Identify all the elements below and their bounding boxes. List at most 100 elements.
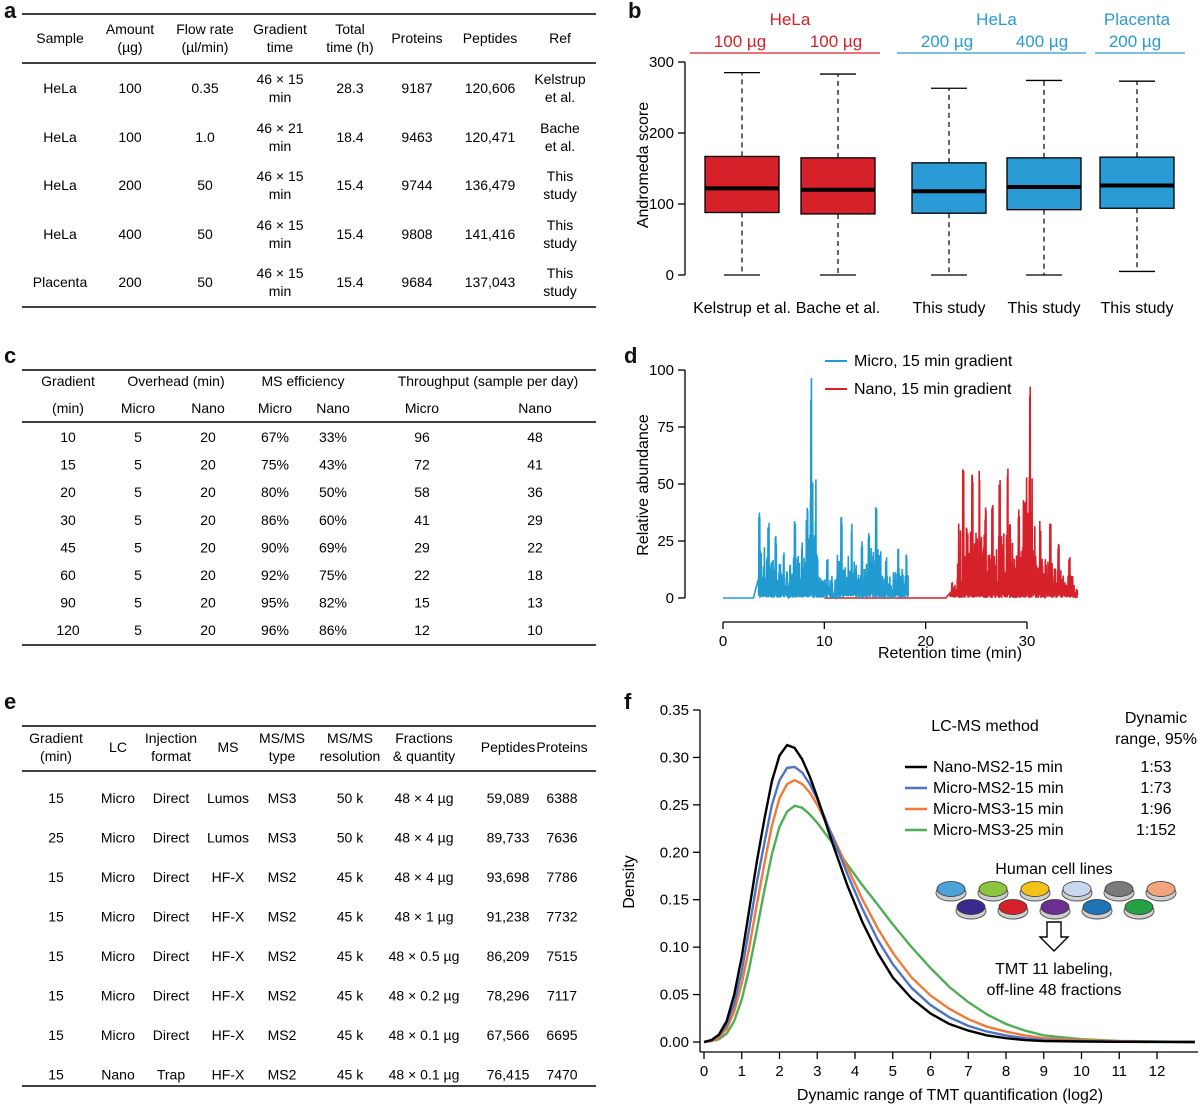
chart-d-x-tick-label: 0 bbox=[719, 633, 727, 650]
table-e-cell: 48 × 4 µg bbox=[394, 790, 453, 806]
cell-dish-icon bbox=[1082, 899, 1112, 915]
panel-label-f: f bbox=[624, 689, 632, 714]
chart-d-y-label: Relative abundance bbox=[635, 414, 652, 556]
table-a-header-cell: Total bbox=[335, 21, 365, 37]
table-c-cell: 13 bbox=[527, 595, 543, 611]
table-c-cell: 20 bbox=[200, 567, 216, 583]
table-e-header-cell: (min) bbox=[40, 748, 72, 764]
table-e-cell: 25 bbox=[48, 829, 64, 845]
chart-f-y-tick-label: 0.30 bbox=[660, 749, 689, 766]
table-a-cell: 200 bbox=[118, 177, 142, 193]
table-a-cell: 200 bbox=[118, 274, 142, 290]
table-e-cell: 15 bbox=[48, 1066, 64, 1082]
table-e-cell: Micro bbox=[101, 869, 135, 885]
chart-b-category-label: This study bbox=[1101, 300, 1174, 317]
table-a-cell: study bbox=[543, 186, 576, 202]
table-c-cell: 86% bbox=[319, 622, 347, 638]
chart-d-legend-label: Nano, 15 min gradient bbox=[854, 381, 1012, 398]
table-a-cell: min bbox=[269, 138, 292, 154]
chart-f-y-tick-label: 0.35 bbox=[660, 702, 689, 719]
chart-d-y-tick-label: 50 bbox=[657, 476, 674, 493]
table-e-header-cell: format bbox=[151, 748, 191, 764]
table-e: Gradient (min) LC Injection format MS MS/MS typ… bbox=[22, 725, 596, 1087]
table-e-cell: 48 × 1 µg bbox=[394, 908, 453, 924]
table-c-cell: 5 bbox=[134, 567, 142, 583]
table-e-cell: Trap bbox=[157, 1066, 185, 1082]
table-a-cell: 100 bbox=[118, 129, 142, 145]
table-c-cell: 29 bbox=[414, 539, 430, 555]
table-c-subheader-cell: Micro bbox=[258, 400, 292, 416]
panel-label-e: e bbox=[4, 689, 17, 714]
chart-f-labeling-text: off-line 48 fractions bbox=[987, 982, 1122, 999]
table-c-cell: 86% bbox=[261, 512, 289, 528]
table-c-cell: 5 bbox=[134, 595, 142, 611]
chart-b-y-axis: 0 100 200 300 bbox=[649, 54, 686, 284]
table-e-cell: 89,733 bbox=[487, 829, 530, 845]
table-e-cell: 15 bbox=[48, 869, 64, 885]
cell-dish-icon bbox=[1146, 881, 1176, 897]
table-e-header-cell: & quantity bbox=[393, 748, 455, 764]
table-a-cell: 400 bbox=[118, 226, 142, 242]
chart-f-x-tick-label: 8 bbox=[1002, 1063, 1010, 1080]
table-c-cell: 90 bbox=[60, 595, 76, 611]
table-e-cell: Micro bbox=[101, 987, 135, 1003]
table-e-cell: HF-X bbox=[212, 908, 245, 924]
table-c-cell: 75% bbox=[319, 567, 347, 583]
table-c-subheader-cell: Nano bbox=[316, 400, 350, 416]
chart-f-range-title: Dynamic bbox=[1125, 710, 1187, 727]
table-a-cell: et al. bbox=[545, 138, 575, 154]
chart-f-legend-range: 1:73 bbox=[1140, 780, 1171, 797]
table-a-cell: Bache bbox=[540, 120, 580, 136]
table-e-cell: 50 k bbox=[337, 790, 364, 806]
chart-b-amount-label: 100 µg bbox=[810, 32, 862, 51]
table-e-header-cell: LC bbox=[109, 739, 127, 755]
table-e-cell: Nano bbox=[101, 1066, 135, 1082]
table-e-cell: HF-X bbox=[212, 869, 245, 885]
chart-d-legend-label: Micro, 15 min gradient bbox=[854, 353, 1013, 370]
table-c-cell: 41 bbox=[527, 457, 543, 473]
chart-d-x-tick-label: 30 bbox=[1019, 633, 1036, 650]
panel-label-d: d bbox=[624, 343, 638, 368]
table-a-cell: HeLa bbox=[43, 177, 77, 193]
table-e-cell: MS3 bbox=[268, 829, 297, 845]
chart-d-x-tick-label: 10 bbox=[816, 633, 833, 650]
table-e-header-cell: Proteins bbox=[536, 739, 587, 755]
chart-b-boxes bbox=[704, 72, 1175, 276]
table-e-cell: 15 bbox=[48, 790, 64, 806]
table-c-cell: 33% bbox=[319, 429, 347, 445]
table-a-cell: 50 bbox=[197, 274, 213, 290]
table-e-cell: HF-X bbox=[212, 1066, 245, 1082]
table-c-cell: 20 bbox=[200, 595, 216, 611]
chart-b-box bbox=[1006, 157, 1082, 211]
chart-f-x-tick-label: 7 bbox=[964, 1063, 972, 1080]
table-a-cell: min bbox=[269, 89, 292, 105]
table-c-subheader-cell: Micro bbox=[121, 400, 155, 416]
table-c-header: Gradient Overhead (min) MS efficiency Throu… bbox=[41, 373, 578, 416]
table-c-cell: 22 bbox=[527, 539, 543, 555]
chart-d-lines bbox=[723, 377, 1079, 601]
table-e-cell: Lumos bbox=[207, 829, 249, 845]
table-e-cell: Lumos bbox=[207, 790, 249, 806]
chart-f-x-tick-label: 9 bbox=[1040, 1063, 1048, 1080]
chart-b-category-label: This study bbox=[1008, 300, 1081, 317]
table-e-cell: 45 k bbox=[337, 908, 364, 924]
table-e-cell: 6388 bbox=[546, 790, 577, 806]
table-e-cell: HF-X bbox=[212, 948, 245, 964]
table-a-cell: 1.0 bbox=[195, 129, 215, 145]
table-c-cell: 18 bbox=[527, 567, 543, 583]
table-a-header-cell: Gradient bbox=[253, 21, 307, 37]
table-e-cell: 86,209 bbox=[487, 948, 530, 964]
cell-dish-icon bbox=[1062, 881, 1092, 897]
table-c-cell: 20 bbox=[200, 457, 216, 473]
table-e-header-cell: Injection bbox=[145, 730, 197, 746]
table-c-cell: 20 bbox=[200, 429, 216, 445]
table-a-cell: HeLa bbox=[43, 129, 77, 145]
table-e-cell: 91,238 bbox=[487, 908, 530, 924]
table-c-cell: 95% bbox=[261, 595, 289, 611]
table-e-cell: 45 k bbox=[337, 869, 364, 885]
table-c-cell: 43% bbox=[319, 457, 347, 473]
chart-b-box bbox=[800, 157, 876, 215]
table-a-cell: min bbox=[269, 186, 292, 202]
table-e-cell: Direct bbox=[153, 829, 190, 845]
table-e-cell: HF-X bbox=[212, 1027, 245, 1043]
